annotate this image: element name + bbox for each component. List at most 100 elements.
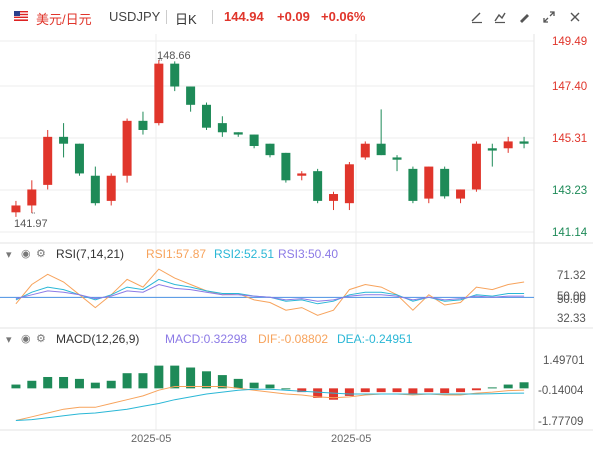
candle-body <box>344 164 354 204</box>
macd-bar <box>281 388 291 390</box>
indicator-icon[interactable] <box>491 8 509 26</box>
macd-bar <box>122 373 132 389</box>
quote-header: 美元/日元 USDJPY 日K 144.94 +0.09 +0.06% <box>0 0 593 34</box>
candle-body <box>43 136 53 185</box>
macd-bar <box>43 376 53 389</box>
macd-value: MACD:0.32298 <box>165 332 248 346</box>
candle-body <box>408 168 418 201</box>
macd-bar <box>487 387 497 389</box>
collapse-icon[interactable]: ▾ <box>6 249 12 261</box>
macd-bar <box>154 365 164 389</box>
draw-line-icon[interactable] <box>468 8 486 26</box>
low-annotation: 141.97 <box>14 218 48 230</box>
divider <box>166 10 167 24</box>
pair-code: USDJPY <box>109 9 161 24</box>
macd-bar <box>297 388 307 393</box>
date-label: 2025-05 <box>331 433 372 445</box>
macd-bar <box>90 382 100 389</box>
dea-line <box>15 388 525 421</box>
candle-body <box>313 171 323 201</box>
price-axis-label: 143.23 <box>552 185 588 197</box>
rsi-title[interactable]: RSI(7,14,21) <box>56 247 125 261</box>
candle-body <box>281 152 291 181</box>
candle-body <box>138 120 148 130</box>
candle-body <box>329 194 339 201</box>
rsi1-line <box>15 268 525 316</box>
candle-body <box>487 148 497 151</box>
rsi1-value: RSI1:57.87 <box>146 247 207 261</box>
macd-bar <box>106 380 116 389</box>
macd-bar <box>59 376 69 389</box>
macd-axis-label: 1.49701 <box>543 355 585 367</box>
macd-bar <box>440 388 450 394</box>
macd-axis-label: -1.77709 <box>538 416 584 428</box>
us-flag-icon <box>14 11 28 21</box>
macd-bar <box>138 373 148 389</box>
collapse-icon[interactable]: ▾ <box>6 334 12 346</box>
macd-bar <box>249 382 259 389</box>
candle-body <box>74 143 84 174</box>
price-axis-label: 141.14 <box>552 227 588 239</box>
candle-body <box>90 175 100 204</box>
macd-bar <box>519 382 529 389</box>
candle-body <box>392 157 402 160</box>
dif-line <box>15 386 525 421</box>
macd-bar <box>186 367 196 389</box>
candle-body <box>27 189 37 206</box>
period-selector[interactable]: 日K <box>175 12 197 27</box>
price-axis-label: 145.31 <box>552 133 588 145</box>
eye-icon[interactable]: ◉ <box>21 333 31 345</box>
date-label: 2025-05 <box>131 433 172 445</box>
candle-body <box>519 141 529 144</box>
candle-body <box>471 143 481 190</box>
candle-body <box>154 63 164 124</box>
macd-bar <box>329 388 339 400</box>
close-icon[interactable] <box>566 8 584 26</box>
price-axis-label: 149.49 <box>552 36 588 48</box>
macd-bar <box>503 384 513 389</box>
rsi-axis-label: 71.32 <box>557 270 586 282</box>
macd-axis-label: -0.14004 <box>538 385 584 397</box>
candle-body <box>59 136 69 144</box>
rsi-axis-label: 32.33 <box>557 313 586 325</box>
candle-body <box>456 189 466 199</box>
macd-bar <box>265 384 275 389</box>
expand-icon[interactable] <box>540 8 558 26</box>
macd-bar <box>217 375 227 389</box>
candle-body <box>376 143 386 156</box>
candle-body <box>249 134 259 146</box>
price-change: +0.09 <box>277 9 310 24</box>
rsi-axis-label: 50.00 <box>557 294 586 306</box>
macd-bar <box>344 388 354 396</box>
rsi3-line <box>15 283 525 302</box>
candle-body <box>122 120 132 176</box>
macd-bar <box>27 380 37 389</box>
pen-icon[interactable] <box>515 8 533 26</box>
candle-body <box>217 123 227 133</box>
macd-bar <box>360 388 370 393</box>
candle-body <box>297 173 307 176</box>
candle-body <box>360 143 370 158</box>
settings-icon[interactable]: ⚙ <box>36 333 46 345</box>
macd-bar <box>170 365 180 389</box>
divider <box>212 10 213 24</box>
macd-bar <box>313 388 323 398</box>
eye-icon[interactable]: ◉ <box>21 248 31 260</box>
macd-bar <box>74 378 84 389</box>
macd-bar <box>392 388 402 393</box>
dea-value: DEA:-0.24951 <box>337 332 413 346</box>
candle-body <box>440 168 450 197</box>
settings-icon[interactable]: ⚙ <box>36 248 46 260</box>
dif-value: DIF:-0.08802 <box>258 332 329 346</box>
candle-body <box>503 141 513 149</box>
rsi-axis-label: 50.00 <box>557 291 586 303</box>
macd-bar <box>408 388 418 395</box>
macd-title[interactable]: MACD(12,26,9) <box>56 332 140 346</box>
candle-body <box>201 104 211 128</box>
last-price: 144.94 <box>224 9 264 24</box>
high-annotation: 148.66 <box>157 50 191 62</box>
price-change-percent: +0.06% <box>321 9 366 24</box>
macd-bar <box>201 371 211 389</box>
pair-name[interactable]: 美元/日元 <box>36 12 92 27</box>
